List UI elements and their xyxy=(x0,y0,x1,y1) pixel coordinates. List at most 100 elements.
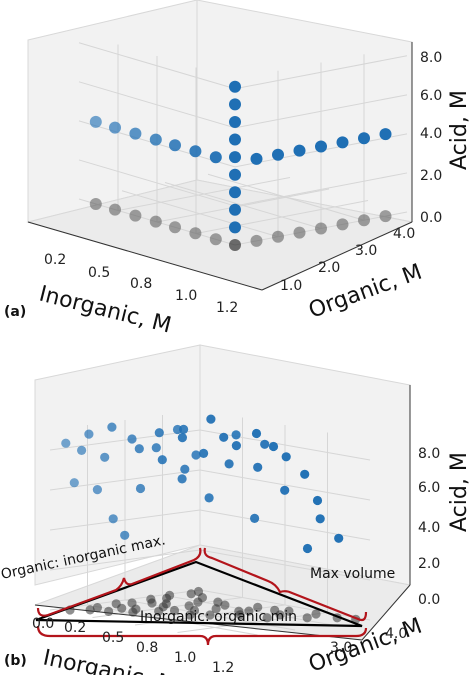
panel-a-x-axis-line xyxy=(27,221,263,291)
scatter-point xyxy=(161,599,171,609)
scatter-point xyxy=(193,597,203,607)
scatter-point xyxy=(149,215,162,228)
scatter-point xyxy=(186,589,196,599)
scatter-point xyxy=(85,605,95,615)
panel-a-x-tick: 0.8 xyxy=(130,276,152,292)
scatter-point xyxy=(284,606,294,616)
scatter-point xyxy=(293,226,306,239)
panel-b-annotation-inorganic-organic-min: Inorganic: organic min xyxy=(140,609,297,625)
scatter-point xyxy=(379,128,392,141)
panel-b-y-axis-line xyxy=(361,584,411,641)
scatter-point xyxy=(189,227,202,240)
panel-a-z-tick: 8.0 xyxy=(420,50,442,66)
scatter-point xyxy=(108,514,118,524)
scatter-point xyxy=(177,433,187,443)
panel-b-points xyxy=(61,414,361,624)
scatter-point xyxy=(312,495,323,506)
panel-b-x-tick: 0.0 xyxy=(32,616,54,632)
panel-a-y-tick: 4.0 xyxy=(393,226,415,242)
panel-b-z-tick: 0.0 xyxy=(418,592,440,608)
scatter-point xyxy=(270,605,280,615)
scatter-point xyxy=(229,239,241,251)
panel-b-z-tick: 8.0 xyxy=(418,446,440,462)
panel-b-chart: Organic: inorganic max. Max volume Inorg… xyxy=(0,344,472,675)
scatter-point xyxy=(169,221,181,234)
scatter-point xyxy=(229,133,241,146)
scatter-point xyxy=(169,139,181,152)
scatter-point xyxy=(89,198,102,210)
panel-b-x-tick: 1.0 xyxy=(174,650,196,666)
scatter-point xyxy=(129,209,142,222)
scatter-point xyxy=(251,428,262,439)
scatter-point xyxy=(205,610,215,620)
scatter-point xyxy=(151,443,161,453)
scatter-point xyxy=(244,606,254,616)
panel-a-chart: 0.2 0.5 0.8 1.0 1.2 Inorganic, M 1.0 2.0… xyxy=(4,0,472,339)
scatter-point xyxy=(77,445,87,455)
scatter-point xyxy=(224,459,234,469)
scatter-point xyxy=(109,203,121,216)
scatter-point xyxy=(206,414,216,424)
scatter-point xyxy=(109,121,121,134)
scatter-point xyxy=(229,221,241,234)
scatter-point xyxy=(89,115,102,128)
gridline xyxy=(117,177,291,211)
scatter-point xyxy=(280,485,290,495)
scatter-point xyxy=(149,133,162,146)
panel-a-x-tick: 0.5 xyxy=(88,265,110,281)
panel-b-y-tick: 4.0 xyxy=(385,626,407,642)
panel-b-z-tick: 2.0 xyxy=(418,556,440,572)
panel-a-x-axis-label: Inorganic, M xyxy=(37,282,174,339)
panel-a-gridlines xyxy=(78,42,408,246)
scatter-point xyxy=(169,605,180,616)
scatter-point xyxy=(281,452,291,462)
scatter-point xyxy=(234,606,244,616)
panel-a-y-tick: 1.0 xyxy=(280,278,302,294)
panel-a-y-tick: 3.0 xyxy=(355,243,377,259)
gridline xyxy=(207,173,365,221)
panel-b-gridlines xyxy=(49,415,371,636)
scatter-point xyxy=(180,464,190,474)
scatter-point xyxy=(92,485,102,495)
scatter-point xyxy=(250,152,263,165)
scatter-point xyxy=(107,422,117,432)
scatter-point xyxy=(250,234,263,247)
scatter-point xyxy=(229,186,241,199)
scatter-point xyxy=(104,606,114,617)
scatter-point xyxy=(262,613,272,623)
scatter-point xyxy=(219,432,229,442)
scatter-point xyxy=(84,429,94,439)
scatter-point xyxy=(260,439,270,449)
scatter-point xyxy=(199,448,209,458)
scatter-point xyxy=(302,543,313,554)
scatter-point xyxy=(131,604,141,614)
panel-b-x-tick: 0.5 xyxy=(102,630,124,646)
panel-a-x-tick: 1.2 xyxy=(216,300,238,316)
scatter-point xyxy=(229,151,241,164)
scatter-point xyxy=(334,533,344,543)
scatter-point xyxy=(253,602,263,612)
scatter-point xyxy=(157,455,167,465)
scatter-point xyxy=(268,441,279,452)
scatter-point xyxy=(229,203,241,216)
scatter-point xyxy=(154,606,164,616)
gridline xyxy=(177,612,328,633)
scatter-point xyxy=(336,218,349,231)
scatter-point xyxy=(147,598,157,608)
scatter-point xyxy=(231,441,241,451)
panel-b-bracket-bottom xyxy=(36,625,368,646)
scatter-point xyxy=(253,462,263,472)
scatter-point xyxy=(302,613,312,623)
scatter-point xyxy=(358,132,370,145)
panel-b-z-tick: 4.0 xyxy=(418,520,440,536)
scatter-point xyxy=(209,233,222,246)
scatter-point xyxy=(129,127,142,140)
panel-b-z-axis-label: Acid, M xyxy=(447,452,472,532)
scatter-point xyxy=(117,603,127,613)
scatter-point xyxy=(154,428,164,438)
panel-a-y-tick: 2.0 xyxy=(318,260,340,276)
scatter-point xyxy=(229,116,241,128)
scatter-point xyxy=(300,469,310,479)
